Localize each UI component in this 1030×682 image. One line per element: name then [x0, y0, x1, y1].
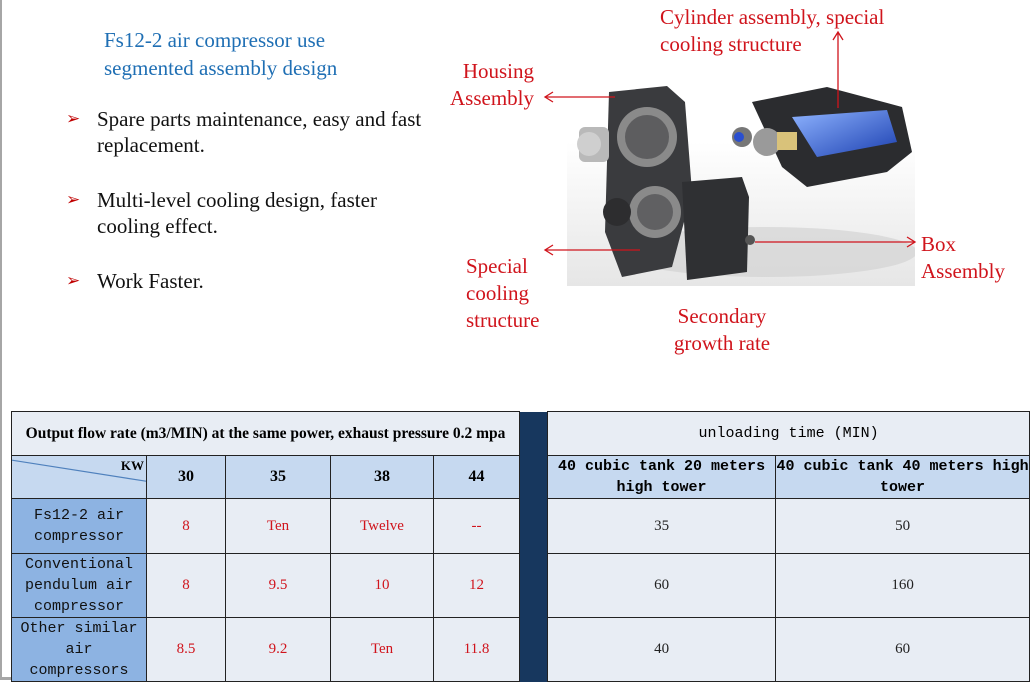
time-cell: 35: [547, 498, 777, 554]
time-cell: 160: [775, 553, 1030, 618]
table-row: Conventional pendulum air compressor 8 9…: [11, 553, 1030, 618]
label-line: Box: [921, 232, 957, 256]
slide-title: Fs12-2 air compressor use segmented asse…: [104, 26, 337, 82]
arrow-bullet-icon: ➢: [66, 109, 81, 128]
comparison-table: Output flow rate (m3/MIN) at the same po…: [10, 411, 1030, 682]
bullet-text: Work Faster.: [97, 269, 204, 293]
flow-cell: 12: [432, 553, 521, 618]
flow-rate-header: Output flow rate (m3/MIN) at the same po…: [10, 411, 521, 456]
diagonal-line: [12, 456, 146, 498]
title-line: Fs12-2 air compressor use: [104, 28, 326, 52]
label-line: Assembly: [921, 259, 1005, 283]
flow-cell: Ten: [225, 498, 331, 554]
time-cell: 60: [775, 617, 1030, 682]
slide-left-edge: [0, 0, 2, 680]
label-housing-assembly: Housing Assembly: [444, 58, 534, 112]
table-subheader-row: KW 30 35 38 44 40 cubic tank 20 meters h…: [11, 455, 1030, 499]
flow-cell: Ten: [330, 617, 434, 682]
time-cell: 40: [547, 617, 777, 682]
flow-cell: 8.5: [146, 617, 226, 682]
label-line: Secondary: [677, 304, 767, 328]
bullet-item: ➢ Multi-level cooling design, faster cool…: [66, 187, 427, 239]
time-cell: 60: [547, 553, 777, 618]
bullet-item: ➢ Work Faster.: [66, 268, 427, 294]
bullet-text: Multi-level cooling design, faster cooli…: [97, 188, 377, 238]
label-line: Housing: [462, 59, 534, 83]
flow-cell: 9.2: [225, 617, 331, 682]
compressor-exploded-image: [567, 86, 915, 286]
bullet-text: Spare parts maintenance, easy and fast r…: [97, 107, 422, 157]
arrow-bullet-icon: ➢: [66, 190, 81, 209]
table-header-row: Output flow rate (m3/MIN) at the same po…: [10, 411, 1030, 682]
bullet-item: ➢ Spare parts maintenance, easy and fast …: [66, 106, 427, 158]
flow-cell: Twelve: [330, 498, 434, 554]
kw-corner-cell: KW: [11, 455, 147, 499]
flow-cell: 8: [146, 553, 226, 618]
label-line: cooling structure: [660, 32, 802, 56]
flow-cell: 8: [146, 498, 226, 554]
kw-column-header: 35: [225, 455, 331, 499]
label-secondary-growth: Secondary growth rate: [667, 303, 777, 357]
row-label: Other similar air compressors: [11, 617, 147, 682]
table-row: Fs12-2 air compressor 8 Ten Twelve -- 35…: [11, 498, 1030, 554]
row-label: Fs12-2 air compressor: [11, 498, 147, 554]
flow-cell: 10: [330, 553, 434, 618]
kw-label: KW: [120, 458, 144, 473]
kw-column-header: 44: [432, 455, 521, 499]
table-divider: [519, 411, 549, 682]
time-column-header: 40 cubic tank 40 meters high tower: [775, 455, 1030, 499]
label-line: Assembly: [450, 86, 534, 110]
label-line: cooling: [466, 281, 529, 305]
table-row: Other similar air compressors 8.5 9.2 Te…: [11, 617, 1030, 682]
label-cylinder-assembly: Cylinder assembly, special cooling struct…: [660, 4, 884, 58]
row-label: Conventional pendulum air compressor: [11, 553, 147, 618]
arrow-bullet-icon: ➢: [66, 271, 81, 290]
label-box-assembly: Box Assembly: [921, 231, 1005, 285]
kw-column-header: 30: [146, 455, 226, 499]
flow-cell: 11.8: [432, 617, 521, 682]
time-cell: 50: [775, 498, 1030, 554]
flow-cell: --: [432, 498, 521, 554]
kw-column-header: 38: [330, 455, 434, 499]
label-line: Special: [466, 254, 528, 278]
time-column-header: 40 cubic tank 20 meters high tower: [547, 455, 777, 499]
bullet-list: ➢ Spare parts maintenance, easy and fast …: [66, 106, 427, 323]
unloading-time-header: unloading time (MIN): [547, 411, 1030, 456]
label-special-cooling: Special cooling structure: [466, 253, 539, 334]
label-line: Cylinder assembly, special: [660, 5, 885, 29]
flow-cell: 9.5: [225, 553, 331, 618]
label-line: structure: [466, 308, 540, 332]
title-line: segmented assembly design: [104, 56, 338, 80]
label-line: growth rate: [673, 331, 771, 355]
